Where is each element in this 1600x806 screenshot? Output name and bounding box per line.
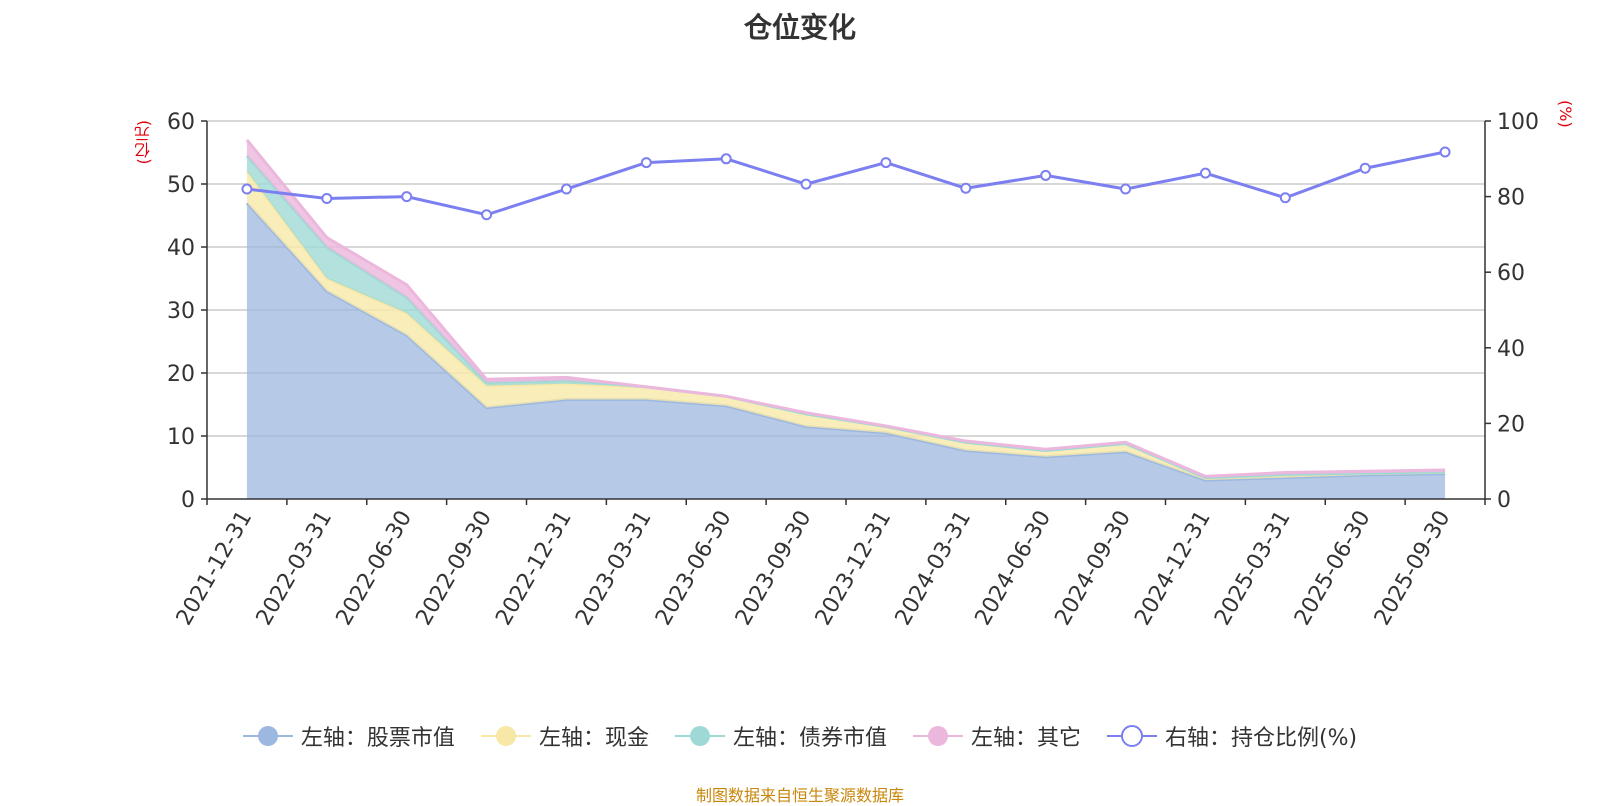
x-axis-tick-label: 2024-03-31 xyxy=(891,507,977,630)
ratio-point xyxy=(401,191,413,203)
data-source-footer: 制图数据来自恒生聚源数据库 xyxy=(695,786,904,805)
legend-swatch-cash xyxy=(480,726,531,746)
ratio-point xyxy=(1359,162,1371,174)
legend-label-ratio: 右轴：持仓比例(%) xyxy=(1164,726,1358,751)
x-axis-tick-label: 2024-06-30 xyxy=(970,507,1056,630)
legend-item-ratio[interactable]: 右轴：持仓比例(%) xyxy=(1106,720,1358,752)
right-axis-tick-label: 100 xyxy=(1497,110,1539,135)
chart-legend: 左轴：股票市值 左轴：现金 左轴：债券市值 左轴：其它 xyxy=(0,720,1600,752)
legend-item-bond[interactable]: 左轴：债券市值 xyxy=(674,720,887,752)
left-axis-tick-label: 0 xyxy=(181,488,195,513)
x-axis-tick-label: 2025-06-30 xyxy=(1290,507,1376,630)
x-axis-tick-label: 2023-12-31 xyxy=(811,507,897,630)
ratio-point xyxy=(481,209,493,221)
legend-swatch-ratio xyxy=(1106,725,1157,747)
x-axis-tick-label: 2022-06-30 xyxy=(331,507,417,630)
legend-label-bond: 左轴：债券市值 xyxy=(732,726,887,751)
left-axis-tick-label: 40 xyxy=(167,236,195,261)
x-axis-tick-label: 2023-09-30 xyxy=(731,507,817,630)
ratio-line xyxy=(246,150,1446,217)
right-axis-tick-label: 80 xyxy=(1497,186,1525,211)
legend-swatch-other xyxy=(912,726,963,746)
ratio-point xyxy=(321,192,333,204)
ratio-point xyxy=(960,182,972,194)
x-axis-tick-label: 2024-12-31 xyxy=(1130,507,1216,630)
left-axis-tick-label: 30 xyxy=(167,299,195,324)
x-axis-tick-label: 2022-12-31 xyxy=(491,507,577,630)
x-axis-tick-label: 2022-09-30 xyxy=(411,507,497,630)
ratio-point xyxy=(880,157,892,169)
area-series-0 xyxy=(246,202,1446,499)
ratio-point xyxy=(1279,192,1291,204)
ratio-point xyxy=(241,183,253,195)
right-axis-tick-label: 60 xyxy=(1497,261,1525,286)
right-axis-tick-label: 20 xyxy=(1497,412,1525,437)
ratio-point xyxy=(800,178,812,190)
legend-label-cash: 左轴：现金 xyxy=(538,726,649,751)
legend-item-stock[interactable]: 左轴：股票市值 xyxy=(242,720,455,752)
ratio-point xyxy=(640,157,652,169)
ratio-point xyxy=(1040,169,1052,181)
x-axis-tick-label: 2023-03-31 xyxy=(571,507,657,630)
x-axis-tick-label: 2023-06-30 xyxy=(651,507,737,630)
right-axis-tick-label: 0 xyxy=(1497,488,1511,513)
x-axis-tick-label: 2021-12-31 xyxy=(172,507,258,630)
ratio-point xyxy=(720,153,732,165)
ratio-point xyxy=(1439,146,1451,158)
legend-swatch-stock xyxy=(242,726,293,746)
ratio-point xyxy=(560,183,572,195)
x-axis-tick-label: 2025-03-31 xyxy=(1210,507,1296,630)
legend-item-other[interactable]: 左轴：其它 xyxy=(912,720,1081,752)
right-axis-unit: (%) xyxy=(1556,100,1575,128)
x-axis-tick-label: 2022-03-31 xyxy=(252,507,338,630)
legend-item-cash[interactable]: 左轴：现金 xyxy=(480,720,649,752)
left-axis-tick-label: 10 xyxy=(167,425,195,450)
ratio-point xyxy=(1120,183,1132,195)
legend-label-other: 左轴：其它 xyxy=(970,726,1081,751)
left-axis-tick-label: 60 xyxy=(167,110,195,135)
left-axis-tick-label: 50 xyxy=(167,173,195,198)
ratio-point xyxy=(1199,167,1211,179)
legend-label-stock: 左轴：股票市值 xyxy=(300,726,455,751)
x-axis-tick-label: 2025-09-30 xyxy=(1370,507,1456,630)
x-axis-tick-label: 2024-09-30 xyxy=(1050,507,1136,630)
area-line-series-3 xyxy=(245,138,1446,478)
legend-swatch-bond xyxy=(674,726,725,746)
right-axis-tick-label: 40 xyxy=(1497,337,1525,362)
left-axis-tick-label: 20 xyxy=(167,362,195,387)
chart-title: 仓位变化 xyxy=(743,11,856,44)
